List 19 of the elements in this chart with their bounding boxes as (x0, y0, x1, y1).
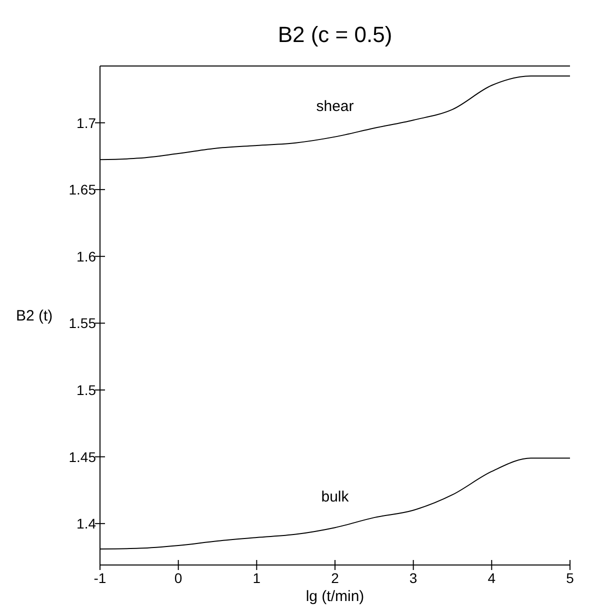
series-label: bulk (321, 488, 350, 506)
x-tick-label: 0 (174, 570, 182, 586)
x-axis-title: lg (t/min) (306, 588, 364, 605)
chart-title: B2 (c = 0.5) (278, 22, 392, 47)
y-tick-label: 1.5 (76, 382, 96, 398)
x-tick-label: 1 (252, 570, 261, 586)
series-label: shear (316, 98, 354, 115)
y-tick-label: 1.7 (76, 114, 96, 131)
x-tick-label: -1 (94, 570, 106, 586)
x-tick-label: 2 (331, 570, 340, 586)
y-tick-label: 1.45 (68, 448, 96, 465)
y-tick-label: 1.55 (68, 315, 96, 332)
y-axis-title: B2 (t) (16, 308, 53, 324)
y-tick-label: 1.65 (68, 182, 96, 198)
x-tick-label: 3 (409, 570, 418, 586)
x-tick-label: 4 (488, 570, 496, 586)
y-tick-label: 1.4 (76, 516, 96, 532)
y-tick-label: 1.6 (76, 248, 96, 264)
x-tick-label: 5 (566, 570, 574, 586)
